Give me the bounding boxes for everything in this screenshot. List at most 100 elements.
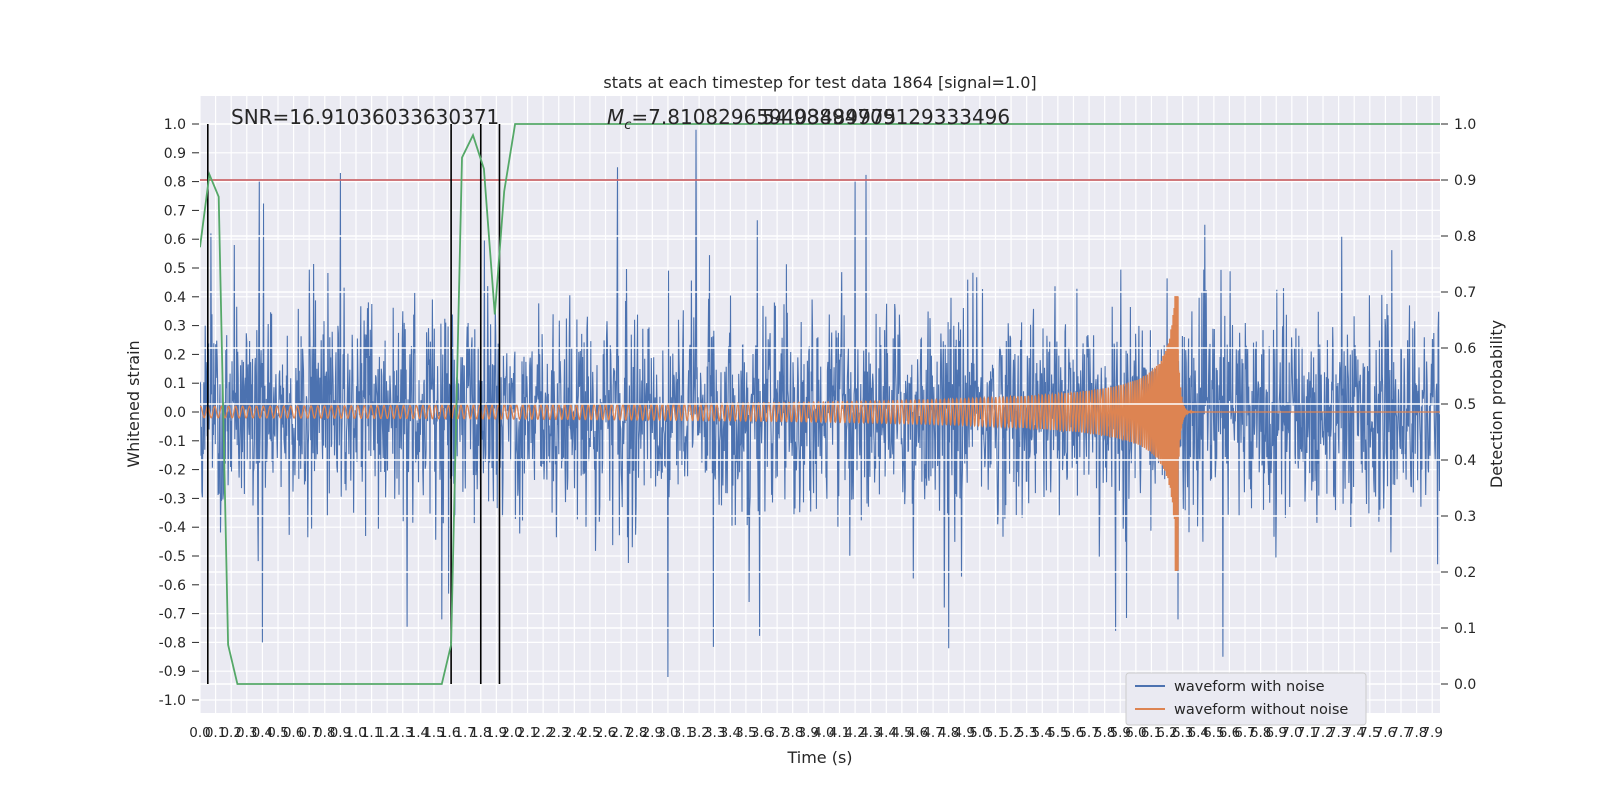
chart-title: stats at each timestep for test data 186… bbox=[603, 73, 1036, 92]
y-tick-label: -0.4 bbox=[159, 520, 186, 536]
x-tick-label: 3.2 bbox=[688, 725, 709, 741]
x-tick-label: 7.8 bbox=[1406, 725, 1427, 741]
x-tick-label: 6.4 bbox=[1187, 725, 1208, 741]
y-tick-label: -0.2 bbox=[159, 463, 186, 479]
x-tick-label: 0.3 bbox=[236, 725, 257, 741]
x-tick-label: 7.4 bbox=[1343, 725, 1364, 741]
series-waveform-with-noise bbox=[200, 129, 1440, 678]
x-tick-label: 2.8 bbox=[626, 725, 647, 741]
x-tick-label: 5.1 bbox=[985, 725, 1006, 741]
x-tick-label: 7.2 bbox=[1312, 725, 1333, 741]
x-tick-label: 3.4 bbox=[720, 725, 741, 741]
x-tick-label: 1.6 bbox=[439, 725, 460, 741]
y-tick-label: -0.9 bbox=[159, 664, 186, 680]
x-tick-label: 4.3 bbox=[860, 725, 881, 741]
y2-tick-label: 0.4 bbox=[1454, 453, 1476, 469]
x-tick-label: 7.3 bbox=[1328, 725, 1349, 741]
y-tick-label: 0.6 bbox=[164, 232, 186, 248]
x-tick-label: 0.2 bbox=[220, 725, 241, 741]
x-tick-label: 2.9 bbox=[642, 725, 663, 741]
y-tick-label: -1.0 bbox=[159, 693, 186, 709]
x-tick-label: 5.7 bbox=[1078, 725, 1099, 741]
y-tick-label: -0.3 bbox=[159, 491, 186, 507]
y-tick-label: -0.8 bbox=[159, 635, 186, 651]
x-tick-label: 6.7 bbox=[1234, 725, 1255, 741]
y-tick-label: 0.7 bbox=[164, 203, 186, 219]
y-tick-label: 0.2 bbox=[164, 347, 186, 363]
y-tick-label: 0.5 bbox=[164, 261, 186, 277]
y2-axis-label: Detection probability bbox=[1487, 320, 1506, 488]
mc-subscript: c bbox=[624, 118, 631, 133]
x-tick-label: 0.4 bbox=[252, 725, 273, 741]
x-tick-label: 6.2 bbox=[1156, 725, 1177, 741]
y-tick-label: -0.7 bbox=[159, 607, 186, 623]
y-tick-label: 0.0 bbox=[164, 405, 186, 421]
y-tick-label: -0.6 bbox=[159, 578, 186, 594]
x-tick-label: 2.0 bbox=[501, 725, 522, 741]
x-tick-label: 6.1 bbox=[1141, 725, 1162, 741]
x-tick-label: 2.1 bbox=[517, 725, 538, 741]
x-tick-label: 6.6 bbox=[1219, 725, 1240, 741]
x-tick-label: 0.1 bbox=[205, 725, 226, 741]
x-tick-label: 6.8 bbox=[1250, 725, 1271, 741]
x-tick-label: 2.3 bbox=[548, 725, 569, 741]
x-tick-label: 3.6 bbox=[751, 725, 772, 741]
x-tick-label: 3.1 bbox=[673, 725, 694, 741]
x-tick-label: 5.5 bbox=[1047, 725, 1068, 741]
y2-tick-label: 0.1 bbox=[1454, 621, 1476, 637]
x-tick-label: 4.9 bbox=[954, 725, 975, 741]
y-tick-label: -0.5 bbox=[159, 549, 186, 565]
series-detection-probability bbox=[200, 123, 1440, 685]
x-tick-label: 5.9 bbox=[1110, 725, 1131, 741]
y-tick-label: 1.0 bbox=[164, 117, 186, 133]
y-tick-label: 0.4 bbox=[164, 290, 186, 306]
x-tick-label: 0.7 bbox=[298, 725, 319, 741]
x-tick-label: 7.7 bbox=[1390, 725, 1411, 741]
x-tick-label: 4.1 bbox=[829, 725, 850, 741]
x-tick-label: 4.4 bbox=[876, 725, 897, 741]
x-axis-label: Time (s) bbox=[786, 748, 852, 767]
y-tick-label: 0.8 bbox=[164, 175, 186, 191]
x-tick-label: 7.1 bbox=[1297, 725, 1318, 741]
x-tick-label: 4.8 bbox=[938, 725, 959, 741]
x-tick-label: 2.7 bbox=[610, 725, 631, 741]
y2-tick-label: 0.7 bbox=[1454, 285, 1476, 301]
mc-symbol: M bbox=[607, 105, 624, 129]
y2-tick-label: 0.5 bbox=[1454, 397, 1476, 413]
x-tick-label: 1.0 bbox=[345, 725, 366, 741]
x-tick-label: 4.5 bbox=[891, 725, 912, 741]
x-tick-label: 0.0 bbox=[189, 725, 210, 741]
legend-label-clean: waveform without noise bbox=[1174, 702, 1348, 718]
x-tick-label: 7.6 bbox=[1375, 725, 1396, 741]
x-tick-label: 4.0 bbox=[813, 725, 834, 741]
x-tick-label: 5.6 bbox=[1063, 725, 1084, 741]
x-tick-label: 1.7 bbox=[454, 725, 475, 741]
x-tick-label: 1.3 bbox=[392, 725, 413, 741]
y2-tick-label: 0.6 bbox=[1454, 341, 1476, 357]
x-tick-label: 0.6 bbox=[283, 725, 304, 741]
x-tick-label: 2.4 bbox=[564, 725, 585, 741]
y-tick-label: 0.3 bbox=[164, 319, 186, 335]
legend-box bbox=[1125, 672, 1367, 726]
x-tick-label: 2.6 bbox=[595, 725, 616, 741]
x-tick-label: 7.9 bbox=[1421, 725, 1442, 741]
x-tick-label: 1.2 bbox=[376, 725, 397, 741]
x-tick-label: 2.2 bbox=[532, 725, 553, 741]
x-tick-label: 7.5 bbox=[1359, 725, 1380, 741]
x-tick-label: 3.0 bbox=[657, 725, 678, 741]
x-tick-label: 6.3 bbox=[1172, 725, 1193, 741]
y-tick-label: 0.1 bbox=[164, 376, 186, 392]
x-tick-label: 1.5 bbox=[423, 725, 444, 741]
x-tick-label: 4.6 bbox=[907, 725, 928, 741]
y-tick-label: -0.1 bbox=[159, 434, 186, 450]
y2-tick-label: 0.8 bbox=[1454, 229, 1476, 245]
x-tick-label: 5.4 bbox=[1032, 725, 1053, 741]
x-tick-label: 7.0 bbox=[1281, 725, 1302, 741]
legend: waveform with noise waveform without noi… bbox=[1125, 672, 1367, 726]
x-tick-label: 5.3 bbox=[1016, 725, 1037, 741]
x-tick-label: 1.9 bbox=[486, 725, 507, 741]
x-tick-label: 4.2 bbox=[844, 725, 865, 741]
y-axis-label: Whitened strain bbox=[124, 340, 143, 467]
x-tick-label: 3.7 bbox=[766, 725, 787, 741]
